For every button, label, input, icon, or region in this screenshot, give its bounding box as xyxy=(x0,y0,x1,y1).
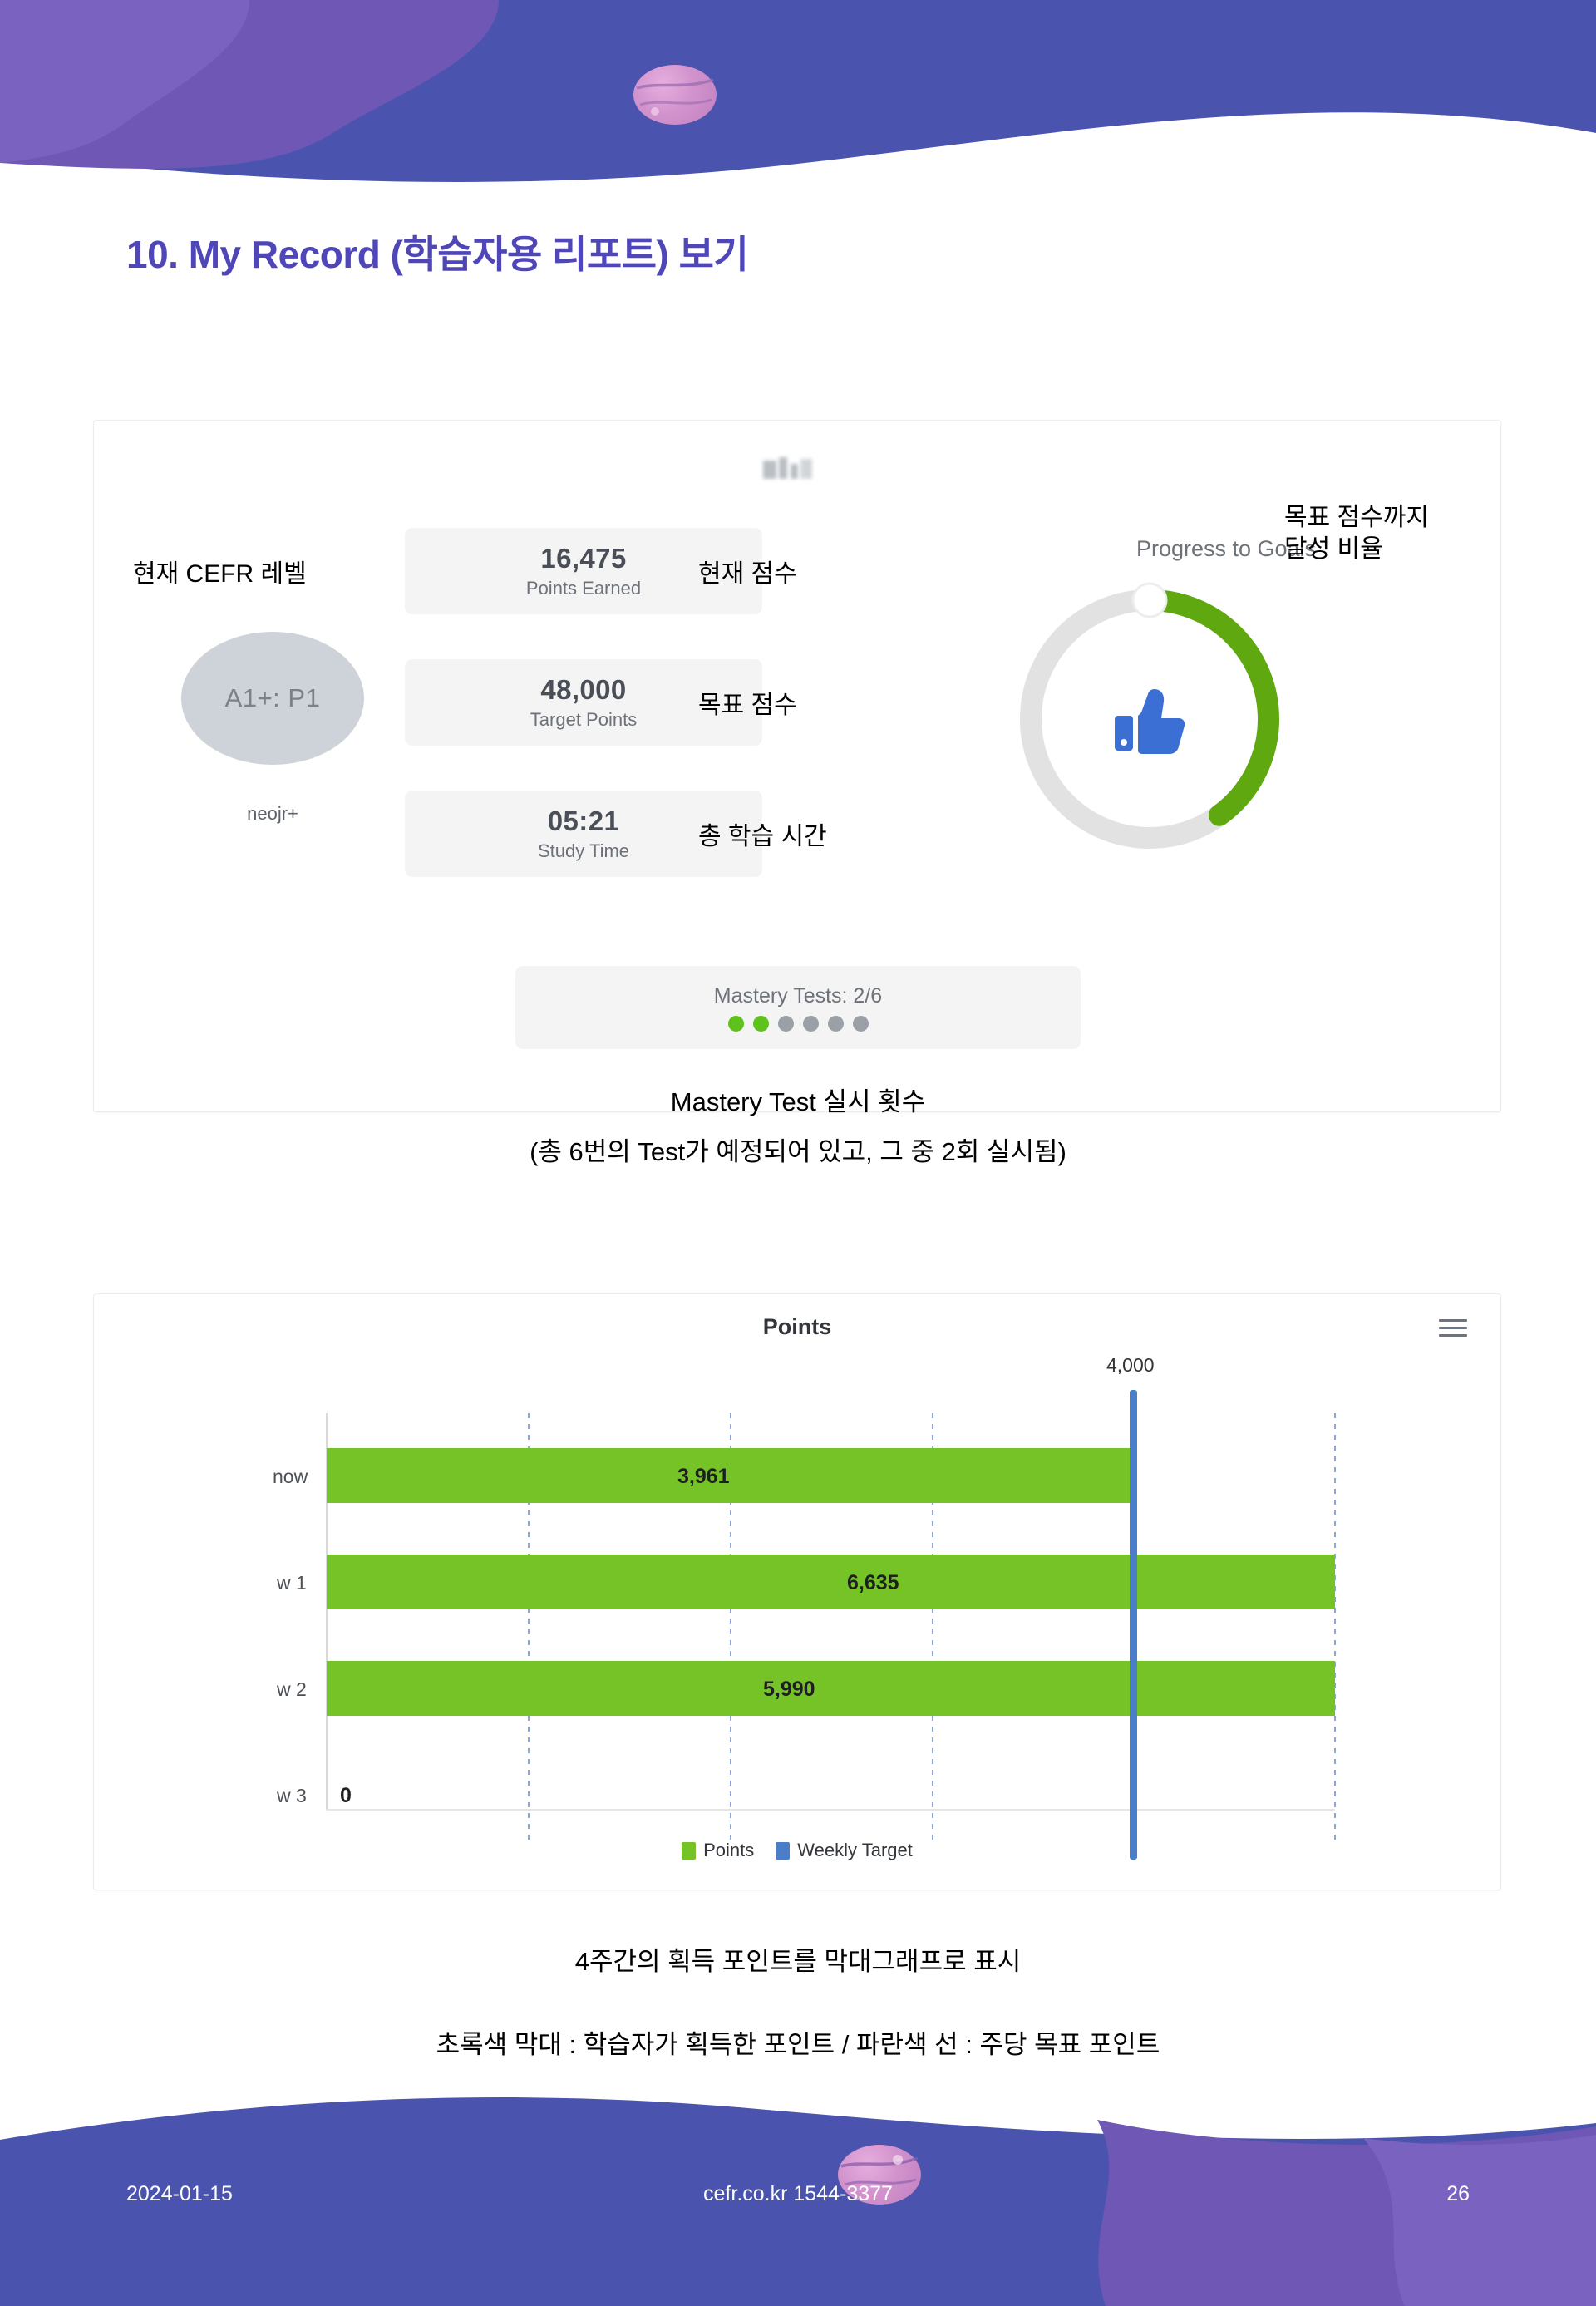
planet-decoration-top xyxy=(633,65,717,125)
bar-now xyxy=(327,1448,1135,1503)
legend-swatch-weekly-target xyxy=(776,1841,791,1860)
legend-item-points[interactable]: Points xyxy=(682,1840,754,1861)
stat-points-earned: 16,475 Points Earned xyxy=(405,528,762,614)
hamburger-menu-icon[interactable] xyxy=(1439,1319,1467,1338)
page-title: 10. My Record (학습자용 리포트) 보기 xyxy=(126,233,749,276)
weekly-target-label: 4,000 xyxy=(1106,1354,1155,1376)
annotation-points: 현재 점수 xyxy=(698,560,797,588)
bar-value-w3: 0 xyxy=(340,1784,352,1807)
stat-study-time: 05:21 Study Time xyxy=(405,791,762,877)
bar-value-now: 3,961 xyxy=(677,1465,730,1488)
mastery-dot-4 xyxy=(802,1015,819,1032)
mastery-tests-label: Mastery Tests: 2/6 xyxy=(713,983,883,1008)
thumbs-up-icon xyxy=(1110,679,1190,759)
stat-target-points: 48,000 Target Points xyxy=(405,659,762,746)
footer-contact: cefr.co.kr 1544-3377 xyxy=(703,2182,893,2205)
axis-label-now: now xyxy=(273,1466,308,1487)
stat-time-value: 05:21 xyxy=(547,806,620,836)
mastery-dot-5 xyxy=(827,1015,844,1032)
legend-swatch-points xyxy=(682,1841,697,1860)
annotation-gauge: 목표 점수까지 달성 비율 xyxy=(1284,502,1429,566)
points-chart-card: Points 3,961 6,635 5, xyxy=(93,1293,1501,1890)
stat-time-label: Study Time xyxy=(537,840,630,861)
stat-points-label: Points Earned xyxy=(525,578,642,599)
weekly-target-line xyxy=(1130,1390,1137,1860)
chart-caption-line1: 4주간의 획득 포인트를 막대그래프로 표시 xyxy=(574,1947,1022,1976)
mastery-dot-2 xyxy=(752,1015,769,1032)
stat-target-label: Target Points xyxy=(530,709,638,730)
header-decoration xyxy=(0,0,1596,216)
bar-value-w2: 5,990 xyxy=(763,1678,815,1701)
username-label: neojr+ xyxy=(247,803,298,824)
legend-label-weekly-target: Weekly Target xyxy=(797,1840,913,1860)
annotation-mastery-line2: (총 6번의 Test가 예정되어 있고, 그 중 2회 실시됨) xyxy=(530,1137,1066,1166)
bar-w1 xyxy=(327,1555,1335,1609)
annotation-gauge-line2: 달성 비율 xyxy=(1284,535,1383,564)
annotation-gauge-line1: 목표 점수까지 xyxy=(1284,504,1429,531)
stat-target-value: 48,000 xyxy=(540,674,627,705)
gauge-title: Progress to Goals xyxy=(1135,536,1317,561)
annotation-time: 총 학습 시간 xyxy=(698,823,827,850)
footer-date: 2024-01-15 xyxy=(126,2182,233,2205)
redacted-logo xyxy=(763,456,815,480)
mastery-dot-1 xyxy=(727,1015,744,1032)
stat-points-value: 16,475 xyxy=(540,543,627,574)
chart-legend: Points Weekly Target xyxy=(94,1840,1500,1861)
progress-to-goals-gauge xyxy=(1004,574,1295,865)
chart-caption-line2: 초록색 막대 : 학습자가 획득한 포인트 / 파란색 선 : 주당 목표 포인… xyxy=(436,2030,1160,2059)
chart-plot-area: 3,961 6,635 5,990 0 now w 1 w 2 w 3 4,00… xyxy=(94,1294,1500,1890)
axis-label-w3: w 3 xyxy=(277,1785,307,1806)
axis-label-w1: w 1 xyxy=(277,1572,307,1594)
bar-w2 xyxy=(327,1661,1335,1716)
legend-label-points: Points xyxy=(703,1840,755,1860)
level-badge: A1+: P1 xyxy=(181,632,364,765)
mastery-tests-tile: Mastery Tests: 2/6 xyxy=(515,966,1081,1049)
footer-page-number: 26 xyxy=(1446,2182,1470,2205)
mastery-tests-dots xyxy=(727,1015,869,1032)
annotation-target: 목표 점수 xyxy=(698,692,797,719)
level-badge-text: A1+: P1 xyxy=(224,683,321,712)
annotation-mastery-line1: Mastery Test 실시 횟수 xyxy=(670,1087,926,1116)
axis-label-w2: w 2 xyxy=(277,1678,307,1700)
legend-item-weekly-target[interactable]: Weekly Target xyxy=(776,1840,913,1861)
footer-decoration xyxy=(0,2090,1596,2306)
planet-decoration-bottom xyxy=(838,2145,921,2205)
annotation-level: 현재 CEFR 레벨 xyxy=(133,560,307,588)
mastery-dot-3 xyxy=(777,1015,794,1032)
mastery-dot-6 xyxy=(852,1015,869,1032)
chart-title: Points xyxy=(762,1314,832,1339)
bar-value-w1: 6,635 xyxy=(847,1571,899,1594)
